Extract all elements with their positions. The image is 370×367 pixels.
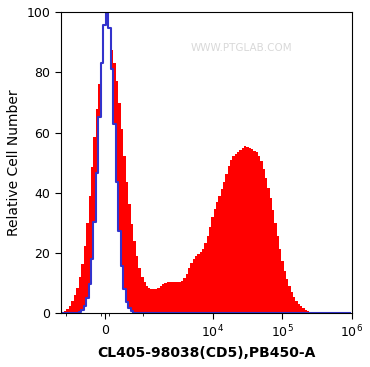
Text: WWW.PTGLAB.COM: WWW.PTGLAB.COM xyxy=(190,43,292,53)
X-axis label: CL405-98038(CD5),PB450-A: CL405-98038(CD5),PB450-A xyxy=(97,346,315,360)
Y-axis label: Relative Cell Number: Relative Cell Number xyxy=(7,90,21,236)
